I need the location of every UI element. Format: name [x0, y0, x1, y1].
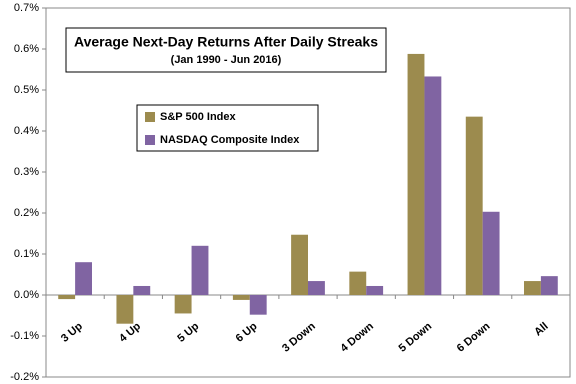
y-tick-label: 0.3%: [14, 166, 39, 178]
chart-title: Average Next-Day Returns After Daily Str…: [74, 34, 378, 50]
y-tick-label: 0.0%: [14, 289, 39, 301]
bar: [133, 285, 151, 295]
y-tick-label: 0.6%: [14, 43, 39, 55]
bar: [232, 295, 250, 300]
chart-subtitle: (Jan 1990 - Jun 2016): [171, 54, 282, 66]
bar: [482, 211, 500, 295]
bar: [116, 295, 134, 324]
bar: [58, 295, 76, 300]
bar: [540, 276, 558, 295]
bar: [75, 262, 92, 295]
legend-label: NASDAQ Composite Index: [160, 134, 300, 146]
y-tick-label: 0.7%: [14, 2, 39, 14]
legend-swatch: [145, 135, 155, 145]
title-box: [65, 27, 387, 73]
bar: [424, 76, 442, 295]
bar: [174, 295, 192, 314]
bar: [349, 271, 367, 295]
y-tick-label: -0.1%: [10, 330, 39, 342]
y-tick-label: 0.5%: [14, 84, 39, 96]
y-tick-label: 0.1%: [14, 248, 39, 260]
bar: [191, 245, 209, 295]
bar: [407, 53, 425, 295]
y-tick-label: 0.4%: [14, 125, 39, 137]
legend-swatch: [145, 112, 155, 122]
bar: [465, 116, 483, 296]
bar: [249, 295, 267, 315]
bar: [291, 234, 308, 295]
legend-box: [136, 104, 319, 152]
y-tick-label: -0.2%: [10, 371, 39, 383]
bar: [524, 281, 541, 295]
bar: [308, 281, 325, 295]
bar: [366, 285, 384, 295]
legend-label: S&P 500 Index: [160, 111, 236, 123]
y-tick-label: 0.2%: [14, 207, 39, 219]
